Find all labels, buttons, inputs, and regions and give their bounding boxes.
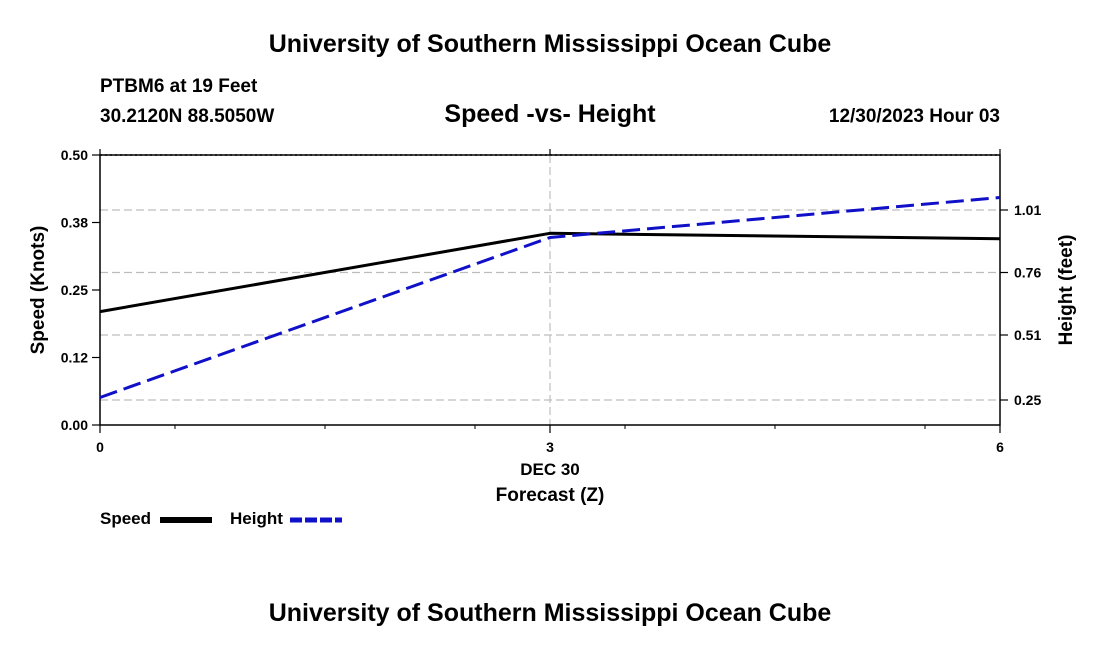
ticks-layer <box>92 149 1008 433</box>
y-left-tick-label: 0.38 <box>61 215 88 231</box>
legend-speed-label: Speed <box>100 509 152 528</box>
chart-title-bottom: University of Southern Mississippi Ocean… <box>268 599 832 627</box>
y-right-tick-label: 1.01 <box>1014 202 1041 218</box>
station-label: PTBM6 at 19 Feet <box>100 76 258 97</box>
series-line-speed <box>99 231 1001 314</box>
y-right-tick-label: 0.76 <box>1014 265 1041 281</box>
y-left-tick-label: 0.25 <box>61 282 88 298</box>
y-left-tick-label: 0.00 <box>61 417 88 433</box>
x-axis-label: Forecast (Z) <box>496 485 605 506</box>
y-left-tick-label: 0.50 <box>61 147 88 163</box>
chart-title-top: University of Southern Mississippi Ocean… <box>268 30 832 58</box>
x-tick-label: 6 <box>996 439 1004 455</box>
labels-layer: 0.00 0.12 0.25 0.38 0.50 0.25 0.51 0.76 1.01 0 3 6 D… <box>28 147 1077 506</box>
x-date-label: DEC 30 <box>520 460 580 479</box>
y-left-axis-label: Speed (Knots) <box>28 226 49 355</box>
series-line-height <box>99 196 1001 399</box>
series-layer <box>99 196 1001 399</box>
x-tick-label: 0 <box>96 439 104 455</box>
y-right-tick-label: 0.51 <box>1014 327 1041 343</box>
legend-height-label: Height <box>230 509 283 528</box>
datetime-label: 12/30/2023 Hour 03 <box>828 106 1000 127</box>
grid-layer <box>100 154 1000 425</box>
y-right-axis-label: Height (feet) <box>1056 235 1077 346</box>
y-left-tick-label: 0.12 <box>61 350 88 366</box>
y-right-tick-label: 0.25 <box>1014 392 1041 408</box>
chart-subtitle: Speed -vs- Height <box>444 100 656 128</box>
x-tick-label: 3 <box>546 439 554 455</box>
coordinates-label: 30.2120N 88.5050W <box>100 106 275 127</box>
